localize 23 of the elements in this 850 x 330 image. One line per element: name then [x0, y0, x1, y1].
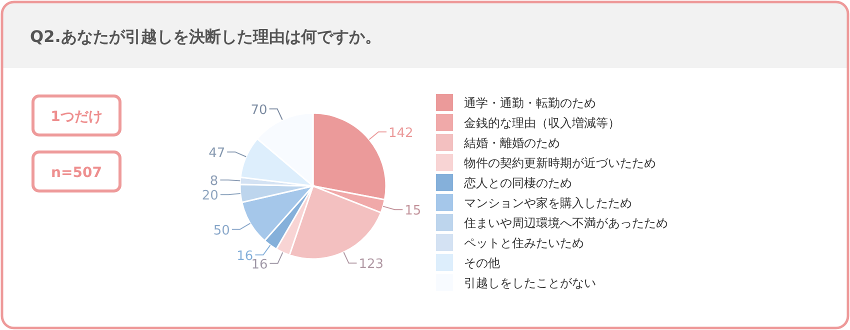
data-label: 50 [213, 223, 230, 238]
data-label: 8 [210, 174, 218, 189]
legend-label: 結婚・離婚のため [463, 136, 560, 150]
data-label: 123 [358, 257, 384, 272]
data-label: 16 [251, 257, 268, 272]
data-label: 20 [202, 188, 218, 204]
data-label: 142 [388, 126, 414, 141]
data-label: 16 [236, 248, 254, 264]
legend-label: ペットと住みたいため [464, 236, 584, 250]
legend-label: 金銭的な理由（収入増減等） [464, 116, 620, 130]
data-label: 47 [208, 146, 226, 161]
annotation-box: n=507 [32, 150, 122, 192]
legend-label: その他 [464, 256, 500, 270]
legend-label: 通学・通勤・転勤のため [464, 96, 596, 110]
chart-title: Q2.あなたが引越しを決断した理由は何ですか。 [30, 27, 381, 46]
legend-label: マンションや家を購入したため [464, 196, 632, 210]
legend-label: 引越しをしたことがない [464, 276, 596, 290]
legend-label: 物件の契約更新時期が近づいたため [464, 156, 656, 170]
legend-label: 恋人との同棲のため [463, 176, 572, 190]
data-label: 70 [250, 102, 268, 118]
annotation-box: 1つだけ [32, 94, 122, 136]
legend-label: 住まいや周辺環境へ不満があったため [463, 216, 668, 230]
data-label: 15 [404, 204, 422, 219]
